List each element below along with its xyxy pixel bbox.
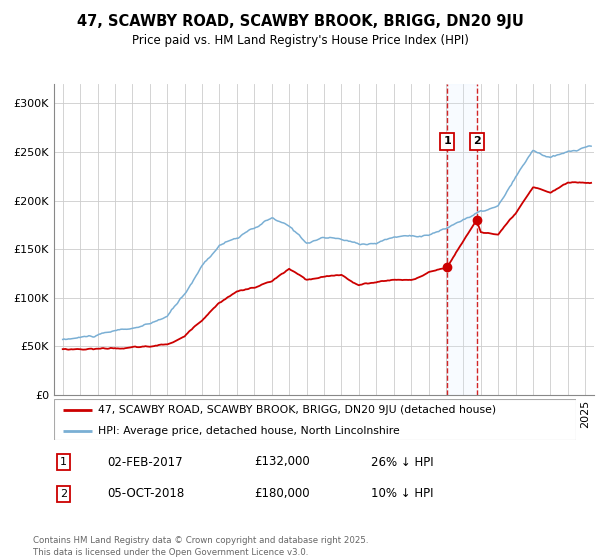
Text: HPI: Average price, detached house, North Lincolnshire: HPI: Average price, detached house, Nort… [98,426,400,436]
Text: 05-OCT-2018: 05-OCT-2018 [107,487,184,501]
Text: 47, SCAWBY ROAD, SCAWBY BROOK, BRIGG, DN20 9JU: 47, SCAWBY ROAD, SCAWBY BROOK, BRIGG, DN… [77,14,523,29]
Text: Price paid vs. HM Land Registry's House Price Index (HPI): Price paid vs. HM Land Registry's House … [131,34,469,46]
Text: £180,000: £180,000 [254,487,310,501]
Text: Contains HM Land Registry data © Crown copyright and database right 2025.
This d: Contains HM Land Registry data © Crown c… [33,536,368,557]
Text: 2: 2 [60,489,67,499]
Text: 47, SCAWBY ROAD, SCAWBY BROOK, BRIGG, DN20 9JU (detached house): 47, SCAWBY ROAD, SCAWBY BROOK, BRIGG, DN… [98,405,496,415]
FancyBboxPatch shape [54,399,576,440]
Text: 2: 2 [473,137,481,147]
Text: 1: 1 [443,137,451,147]
Text: 02-FEB-2017: 02-FEB-2017 [107,455,182,469]
Text: £132,000: £132,000 [254,455,310,469]
Text: 1: 1 [60,457,67,467]
Text: 10% ↓ HPI: 10% ↓ HPI [371,487,433,501]
Text: 26% ↓ HPI: 26% ↓ HPI [371,455,433,469]
Bar [448,84,476,395]
